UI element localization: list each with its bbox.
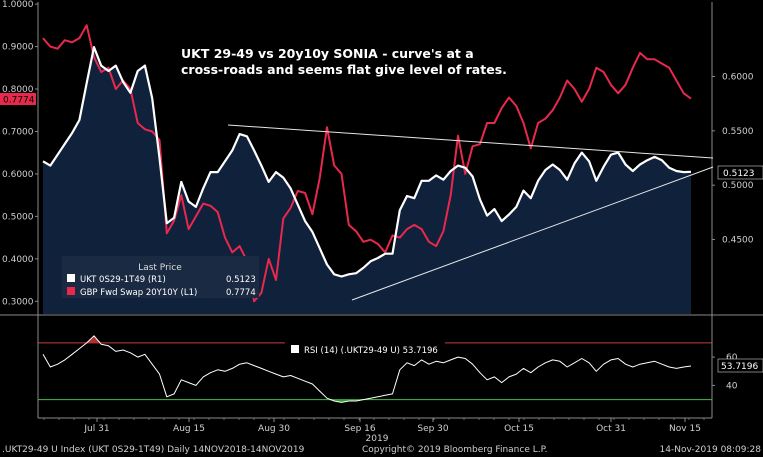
footer-copyright: Copyright© 2019 Bloomberg Finance L.P.: [362, 445, 548, 455]
support-trend-line: [351, 166, 714, 301]
rsi-legend-label: RSI (14) (.UKT29-49 U) 53.7196: [304, 346, 438, 356]
right-axis-tick-label: 0.5500: [722, 127, 754, 137]
chart-title-line-2: cross-roads and seems flat give level of…: [181, 62, 507, 77]
footer-security-info: .UKT29-49 U Index (UKT 0S29-1T49) Daily …: [2, 445, 305, 455]
footer-timestamp: 14-Nov-2019 08:09:28: [659, 445, 761, 455]
rsi-legend: RSI (14) (.UKT29-49 U) 53.7196: [285, 342, 445, 356]
rsi-line: [42, 335, 692, 403]
last-value-tag-left-box: [0, 93, 36, 105]
overlay-layer: UKT 29-49 vs 20y10y SONIA - curve's at a…: [0, 46, 763, 444]
gbp-fwd-swap-line: [42, 24, 692, 303]
rsi-last-value-tag-box: [717, 358, 763, 373]
x-axis-tick-label: Aug 15: [173, 424, 205, 434]
right-axis-tick-label: 0.4500: [722, 236, 754, 246]
legend-label-gbp: GBP Fwd Swap 20Y10Y (L1): [80, 288, 197, 298]
last-value-tag-right: 0.5123: [717, 165, 763, 180]
rsi-last-value-tag: 53.7196: [717, 358, 763, 373]
ukt-curve-line: [42, 45, 692, 278]
right-axis-tick-label: 0.6000: [722, 72, 754, 82]
right-axis-tick-label: 0.5000: [722, 181, 754, 191]
left-axis-tick-label: 1.0000: [2, 0, 34, 10]
x-axis-tick-label: Aug 30: [258, 424, 290, 434]
legend-value-ukt: 0.5123: [226, 275, 256, 285]
axes-layer: 1.0000 0.9000 0.8000 0.7000 0.6000 0.5000 0.40…: [0, 0, 763, 434]
legend: Last Price UKT 0S29-1T49 (R1) 0.5123 GBP…: [62, 256, 259, 298]
footer-bar: .UKT29-49 U Index (UKT 0S29-1T49) Daily …: [0, 445, 763, 457]
rsi-axis-tick-label: 40: [726, 381, 738, 391]
left-axis-tick-label: 0.8000: [2, 85, 34, 95]
legend-label-ukt: UKT 0S29-1T49 (R1): [80, 275, 166, 285]
x-axis-tick-label: Oct 31: [596, 424, 626, 434]
last-value-tag-left: 0.7774: [0, 93, 36, 106]
rsi-axis-tick-label: 60: [726, 353, 738, 363]
left-axis-tick-label: 0.7000: [2, 127, 34, 137]
rsi-legend-swatch: [291, 345, 299, 353]
last-value-tag-right-box: [717, 165, 763, 180]
ukt-area-fill: [43, 47, 691, 314]
rsi-legend-box: [285, 342, 445, 356]
legend-box: [62, 256, 259, 298]
left-axis-tick-label: 0.9000: [2, 43, 34, 53]
legend-heading: Last Price: [138, 263, 182, 273]
x-axis-tick-label: Sep 30: [417, 424, 449, 434]
left-axis-tick-label: 0.6000: [2, 170, 34, 180]
x-axis-year-label: 2019: [366, 434, 389, 444]
resistance-trend-line: [227, 124, 714, 159]
x-axis-tick-label: Sep 16: [344, 424, 376, 434]
legend-swatch-gbp: [67, 287, 75, 295]
x-axis-tick-label: Jul 31: [83, 424, 109, 434]
chart-canvas: 1.0000 0.9000 0.8000 0.7000 0.6000 0.5000 0.40…: [0, 0, 763, 444]
legend-value-gbp: 0.7774: [226, 288, 256, 298]
legend-swatch-ukt: [67, 274, 75, 282]
left-axis-tick-label: 0.4000: [2, 255, 34, 265]
x-axis-tick-label: Nov 15: [669, 424, 701, 434]
left-axis-tick-label: 0.3000: [2, 297, 34, 307]
x-axis-tick-label: Oct 15: [504, 424, 534, 434]
last-value-tag-right-label: 0.5123: [723, 169, 755, 179]
left-axis-tick-label: 0.5000: [2, 212, 34, 222]
price-panel: [42, 24, 692, 314]
rsi-last-value-tag-label: 53.7196: [721, 362, 758, 372]
chart-title-line-1: UKT 29-49 vs 20y10y SONIA - curve's at a: [181, 46, 474, 61]
last-value-tag-left-label: 0.7774: [3, 96, 35, 106]
